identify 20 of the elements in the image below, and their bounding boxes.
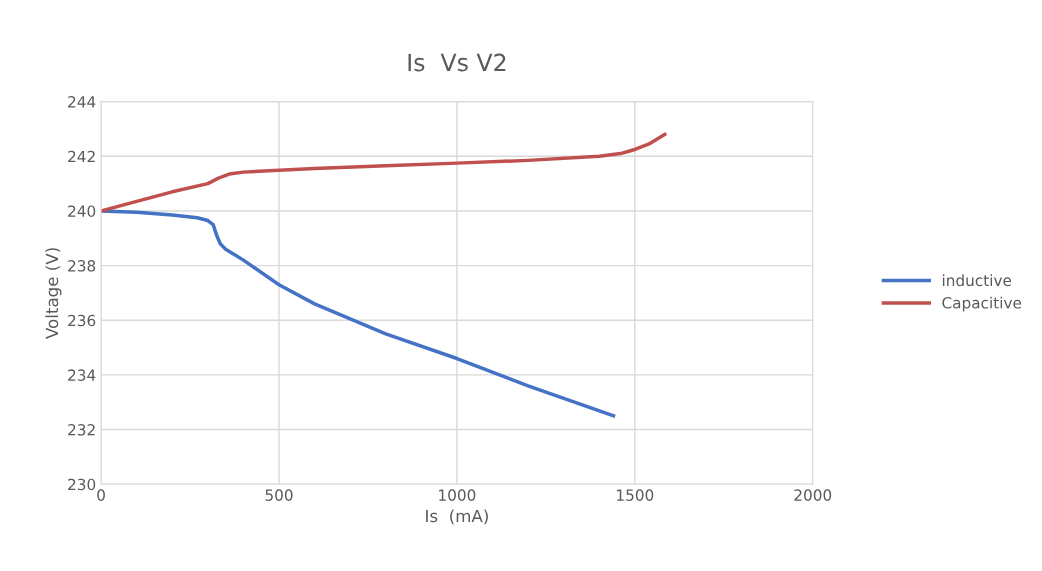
y-tick-label: 238 xyxy=(68,260,96,272)
x-tick-label: 500 xyxy=(265,489,293,501)
x-tick-label: 0 xyxy=(97,489,105,501)
y-tick-label: 236 xyxy=(68,314,96,327)
x-tick-label: 2000 xyxy=(794,489,832,501)
x-axis-title: Is (mA) xyxy=(426,509,488,525)
chart-title: Is Vs V2 xyxy=(408,53,506,72)
legend-label: Capacitive xyxy=(942,296,1022,312)
line-series xyxy=(101,132,667,213)
y-tick-label: 240 xyxy=(68,205,96,217)
y-tick-label: 244 xyxy=(68,96,96,108)
y-tick-label: 232 xyxy=(68,424,95,436)
y-axis-title: Voltage (V) xyxy=(45,248,62,339)
legend-label: inductive xyxy=(942,274,1012,287)
y-tick-label: 242 xyxy=(68,150,95,163)
x-tick-label: 1500 xyxy=(617,489,654,501)
y-tick-label: 234 xyxy=(68,369,96,381)
x-tick-label: 1000 xyxy=(439,489,476,501)
y-tick-label: 230 xyxy=(68,478,96,491)
line-series xyxy=(101,209,616,418)
